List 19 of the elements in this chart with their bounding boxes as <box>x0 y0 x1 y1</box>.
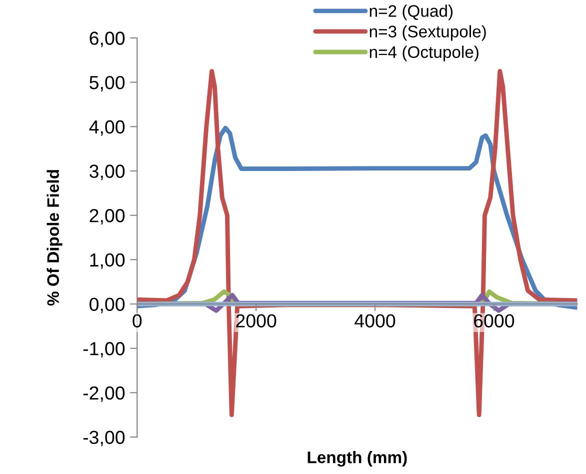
y-tick-label: 5,00 <box>90 76 125 92</box>
y-tick-label: -1,00 <box>83 342 125 358</box>
y-tick-label: -2,00 <box>83 386 125 402</box>
x-tick-label: 2000 <box>236 314 276 328</box>
x-tick-label: 6000 <box>474 314 514 328</box>
x-tick-label: 0 <box>132 314 142 328</box>
y-tick-label: 4,00 <box>89 120 125 136</box>
legend-label: n=3 (Sextupole) <box>370 25 486 41</box>
legend-label: n=4 (Octupole) <box>370 46 478 62</box>
y-axis-title: % Of Dipole Field <box>46 170 62 306</box>
y-tick-label: 6,00 <box>90 32 125 48</box>
y-tick-label: 2,00 <box>90 209 125 224</box>
y-tick-label: 1,00 <box>90 253 125 269</box>
legend-label: n=2 (Quad) <box>370 4 453 20</box>
y-tick-label: 3,00 <box>90 164 125 180</box>
x-tick-label: 4000 <box>354 314 396 328</box>
y-tick-label: -3,00 <box>83 430 125 446</box>
x-axis-title: Length (mm) <box>308 450 407 467</box>
y-tick-label: 0,00 <box>90 298 125 314</box>
